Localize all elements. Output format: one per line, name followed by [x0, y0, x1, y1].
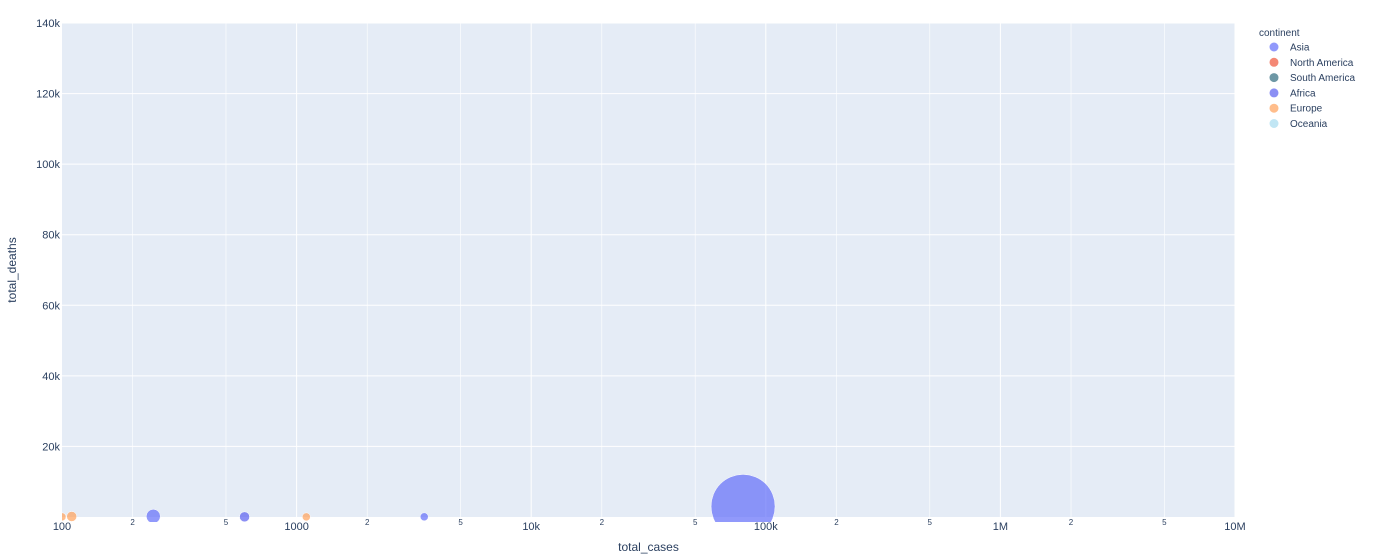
legend-label: Oceania [1290, 119, 1328, 130]
x-tick-label: 2 [365, 518, 370, 527]
x-axis-ticks: 100 2 5 1000 2 5 10k 2 5 100k 2 5 1M 2 5 10M [53, 518, 1246, 533]
x-tick-label: 1000 [284, 521, 308, 533]
x-tick-label: 5 [224, 518, 229, 527]
legend-item-south-america[interactable]: South America [1269, 73, 1356, 84]
plot-area [62, 23, 1235, 517]
point-europe[interactable] [58, 512, 67, 522]
x-tick-label: 1M [993, 521, 1008, 533]
legend[interactable]: continent Asia North America South America… [1259, 28, 1355, 130]
legend-label: South America [1290, 73, 1355, 84]
point-africa[interactable] [239, 511, 250, 522]
legend-item-north-america[interactable]: North America [1269, 57, 1354, 69]
y-axis-title: total_deaths [5, 237, 19, 302]
x-tick-label: 10M [1224, 521, 1245, 533]
x-tick-label: 2 [1069, 518, 1074, 527]
grid-lines [62, 22, 1236, 517]
x-tick-label: 5 [458, 518, 463, 527]
legend-title: continent [1259, 28, 1300, 39]
y-tick-label: 120k [36, 89, 60, 101]
y-tick-label: 20k [42, 441, 60, 453]
legend-marker [1269, 57, 1279, 67]
legend-marker [1269, 73, 1279, 83]
x-tick-label: 2 [834, 518, 839, 527]
point-europe[interactable] [66, 511, 77, 522]
legend-label: North America [1290, 58, 1354, 69]
point-asia[interactable] [146, 509, 161, 523]
legend-marker [1269, 88, 1279, 98]
data-points [58, 474, 776, 538]
point-europe[interactable] [302, 512, 311, 522]
x-tick-label: 5 [693, 518, 698, 527]
y-tick-label: 80k [42, 230, 60, 242]
x-axis-title: total_cases [618, 540, 679, 554]
y-tick-label: 140k [36, 18, 60, 30]
y-axis-ticks: 20k 40k 60k 80k 100k 120k 140k [36, 18, 60, 453]
legend-marker [1269, 103, 1279, 113]
y-tick-label: 40k [42, 371, 60, 383]
legend-item-oceania[interactable]: Oceania [1269, 119, 1328, 130]
legend-marker [1269, 119, 1279, 128]
x-tick-label: 2 [600, 518, 605, 527]
x-tick-label: 10k [522, 521, 540, 533]
legend-label: Asia [1290, 43, 1310, 54]
y-tick-label: 100k [36, 159, 60, 171]
legend-item-europe[interactable]: Europe [1269, 103, 1323, 115]
y-tick-label: 60k [42, 300, 60, 312]
legend-label: Europe [1290, 104, 1323, 115]
legend-item-asia[interactable]: Asia [1269, 42, 1310, 54]
x-tick-label: 2 [130, 518, 135, 527]
point-asia[interactable] [710, 474, 776, 538]
legend-label: Africa [1290, 88, 1316, 99]
legend-marker [1269, 42, 1279, 52]
x-tick-label: 100 [53, 521, 71, 533]
point-asia[interactable] [419, 512, 429, 522]
x-tick-label: 5 [1162, 518, 1167, 527]
x-tick-label: 5 [928, 518, 933, 527]
x-tick-label: 100k [754, 521, 778, 533]
legend-item-africa[interactable]: Africa [1269, 88, 1317, 99]
